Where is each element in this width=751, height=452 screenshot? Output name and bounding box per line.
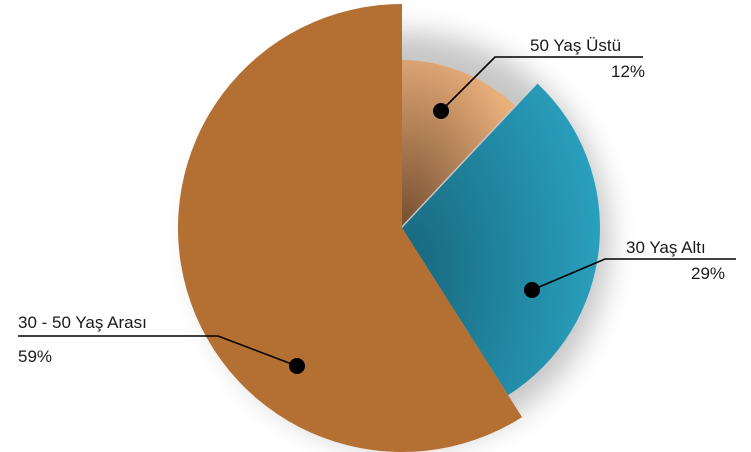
pie-slice-50-yas-ustu [400,60,516,228]
slice-value-30-yas-alti: 29% [691,264,725,283]
leader-line-30-yas-alti [531,258,736,291]
leader-line-50-yas-ustu [440,56,643,112]
leader-dot-30-yas-alti [524,282,540,298]
leader-line-30-50-yas-arasi [18,335,298,367]
pie-slice-30-yas-alti [402,83,600,396]
leader-dot-30-50-yas-arasi [289,358,305,374]
slice-value-30-50-yas-arasi: 59% [18,347,52,366]
slice-label-30-50-yas-arasi: 30 - 50 Yaş Arası [18,313,147,332]
slice-label-30-yas-alti: 30 Yaş Altı [626,238,706,257]
slice-label-50-yas-ustu: 50 Yaş Üstü [530,36,621,55]
slice-value-50-yas-ustu: 12% [611,62,645,81]
pie-slice-30-50-yas-arasi [178,4,523,452]
leader-dot-50-yas-ustu [433,103,449,119]
